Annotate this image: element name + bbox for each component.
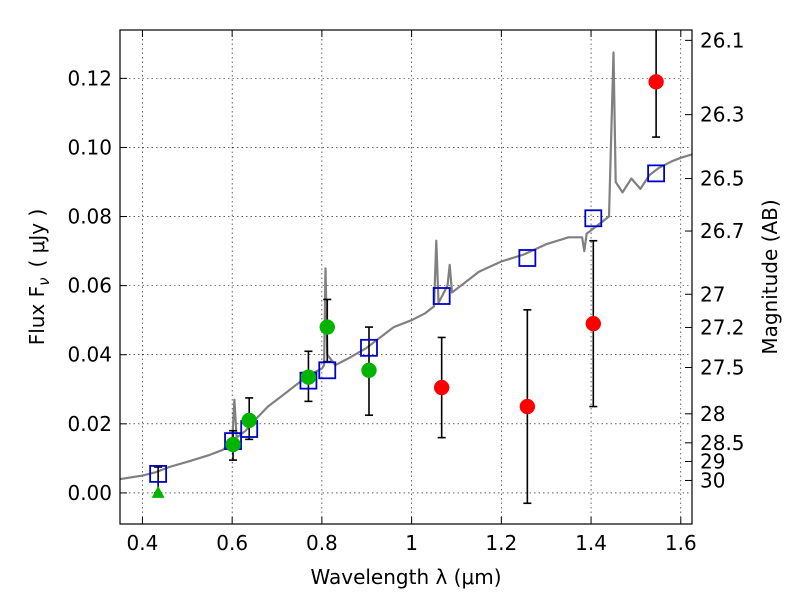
observed-flux-point (648, 74, 664, 90)
x-tick-label: 0.6 (216, 531, 248, 555)
model-photometry-square (647, 164, 666, 183)
x-tick-label: 1 (405, 531, 418, 555)
observed-flux-point (585, 315, 602, 332)
plot-frame (119, 29, 693, 525)
y-axis-label-main: Flux F (25, 286, 49, 345)
right-tick-label: 28 (700, 402, 725, 426)
model-photometry-square (318, 361, 337, 380)
upper-limit-triangle (151, 485, 165, 498)
right-tick-label: 26.7 (700, 219, 745, 243)
observed-flux-point (225, 436, 241, 453)
x-tick-label: 0.8 (306, 531, 338, 555)
x-tick-label: 0.4 (127, 531, 159, 555)
y-axis-label: Flux Fν ( μJy ) (25, 209, 53, 346)
model-photometry-square (584, 209, 603, 228)
model-photometry-square (149, 465, 168, 483)
right-axis-label: Magnitude (AB) (758, 199, 782, 354)
right-tick-label: 27.5 (700, 356, 745, 380)
x-axis-label: Wavelength λ (μm) (310, 565, 501, 589)
model-photometry-square (360, 338, 378, 357)
y-tick-label: 0.08 (67, 205, 112, 229)
y-tick-label: 0.06 (67, 274, 112, 298)
observed-flux-point (300, 369, 317, 385)
x-tick-label: 1.4 (575, 531, 607, 555)
observed-flux-point (319, 319, 336, 335)
right-tick-label: 26.3 (700, 103, 745, 127)
model-photometry-square (432, 287, 451, 305)
y-axis-ticks: 0.00 0.02 0.04 0.06 0.08 0.10 0.12 (67, 66, 127, 505)
model-spectrum (120, 51, 692, 481)
right-tick-label: 28.5 (700, 431, 745, 455)
y-tick-label: 0.04 (67, 343, 112, 367)
right-tick-label: 29 (700, 449, 725, 473)
right-tick-label: 26.5 (700, 167, 745, 191)
data-markers (149, 30, 666, 505)
right-tick-label: 30 (700, 468, 725, 492)
observed-flux-point (519, 398, 536, 415)
y-tick-label: 0.02 (67, 412, 112, 436)
right-tick-label: 27.2 (700, 315, 745, 339)
x-axis-ticks: 0.4 0.6 0.8 1 1.2 1.4 1.6 (127, 30, 697, 555)
y-tick-label: 0.00 (67, 481, 112, 505)
observed-flux-point (241, 412, 257, 429)
model-photometry-square (518, 249, 537, 267)
right-tick-label: 26.1 (700, 28, 745, 52)
y-axis-label-sub: ν (35, 277, 53, 285)
observed-flux-point (433, 379, 450, 396)
y-tick-label: 0.10 (67, 135, 112, 159)
observed-flux-point (361, 362, 377, 379)
right-tick-label: 27 (700, 282, 725, 306)
x-tick-label: 1.2 (485, 531, 517, 555)
y-axis-label-unit: ( μJy ) (25, 209, 49, 268)
y-tick-label: 0.12 (67, 66, 112, 90)
grid-lines (120, 30, 692, 524)
x-tick-label: 1.6 (665, 531, 697, 555)
model-spectrum-line (120, 51, 692, 481)
